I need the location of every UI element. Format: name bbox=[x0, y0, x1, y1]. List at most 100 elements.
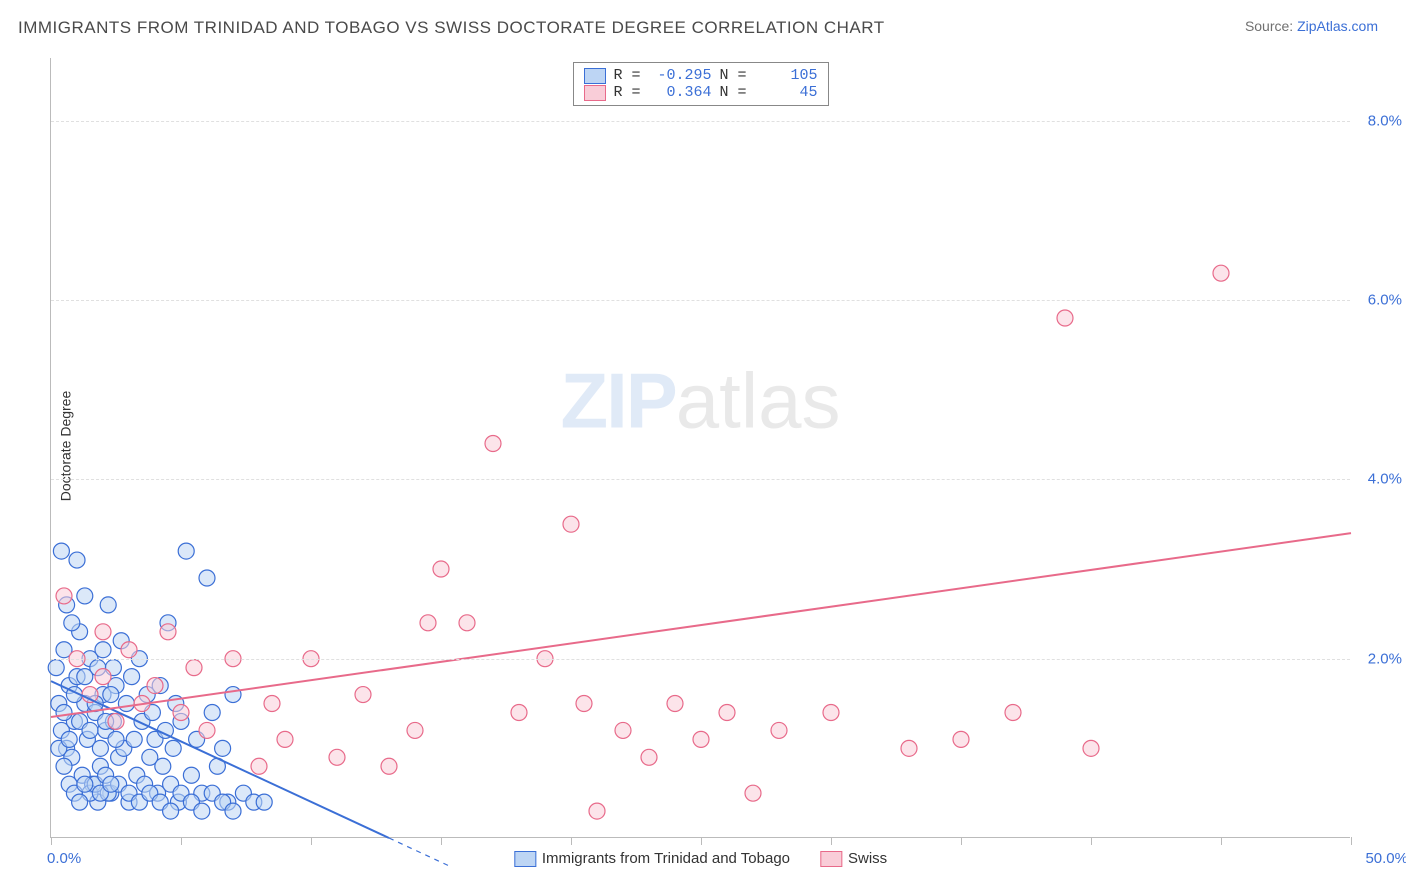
data-point bbox=[92, 740, 108, 756]
legend-r-value-trinidad: -0.295 bbox=[652, 67, 712, 84]
data-point bbox=[901, 740, 917, 756]
correlation-legend: R = -0.295 N = 105 R = 0.364 N = 45 bbox=[573, 62, 829, 106]
data-point bbox=[56, 588, 72, 604]
data-point bbox=[77, 776, 93, 792]
y-tick-label: 8.0% bbox=[1368, 112, 1402, 129]
data-point bbox=[199, 722, 215, 738]
data-point bbox=[329, 749, 345, 765]
data-point bbox=[215, 740, 231, 756]
data-point bbox=[264, 696, 280, 712]
legend-r-label: R = bbox=[614, 84, 644, 101]
data-point bbox=[183, 767, 199, 783]
data-point bbox=[173, 704, 189, 720]
legend-item-swiss: Swiss bbox=[820, 850, 887, 867]
chart-plot-area: ZIPatlas R = -0.295 N = 105 R = 0.364 N … bbox=[50, 58, 1350, 838]
x-axis-min-label: 0.0% bbox=[47, 850, 81, 867]
data-point bbox=[147, 678, 163, 694]
trend-line bbox=[51, 533, 1351, 717]
legend-label-swiss: Swiss bbox=[848, 850, 887, 867]
data-point bbox=[225, 687, 241, 703]
data-point bbox=[204, 704, 220, 720]
data-point bbox=[121, 642, 137, 658]
data-point bbox=[1057, 310, 1073, 326]
data-point bbox=[381, 758, 397, 774]
data-point bbox=[163, 803, 179, 819]
data-point bbox=[256, 794, 272, 810]
data-point bbox=[160, 624, 176, 640]
data-point bbox=[693, 731, 709, 747]
data-point bbox=[95, 642, 111, 658]
data-point bbox=[77, 588, 93, 604]
legend-n-label: N = bbox=[720, 84, 750, 101]
data-point bbox=[103, 687, 119, 703]
data-point bbox=[199, 570, 215, 586]
legend-label-trinidad: Immigrants from Trinidad and Tobago bbox=[542, 850, 790, 867]
data-point bbox=[667, 696, 683, 712]
data-point bbox=[433, 561, 449, 577]
data-point bbox=[615, 722, 631, 738]
data-point bbox=[407, 722, 423, 738]
x-axis-max-label: 50.0% bbox=[1365, 850, 1406, 867]
data-point bbox=[64, 615, 80, 631]
data-point bbox=[48, 660, 64, 676]
data-point bbox=[77, 669, 93, 685]
data-point bbox=[108, 713, 124, 729]
data-point bbox=[53, 543, 69, 559]
legend-item-trinidad: Immigrants from Trinidad and Tobago bbox=[514, 850, 790, 867]
data-point bbox=[165, 740, 181, 756]
data-point bbox=[719, 704, 735, 720]
data-point bbox=[1213, 265, 1229, 281]
data-point bbox=[186, 660, 202, 676]
legend-r-value-swiss: 0.364 bbox=[652, 84, 712, 101]
data-point bbox=[126, 731, 142, 747]
data-point bbox=[100, 597, 116, 613]
legend-row-swiss: R = 0.364 N = 45 bbox=[584, 84, 818, 101]
legend-swatch-swiss bbox=[584, 85, 606, 101]
data-point bbox=[1005, 704, 1021, 720]
data-point bbox=[589, 803, 605, 819]
chart-title: IMMIGRANTS FROM TRINIDAD AND TOBAGO VS S… bbox=[18, 18, 885, 38]
data-point bbox=[155, 758, 171, 774]
legend-swatch-swiss bbox=[820, 851, 842, 867]
legend-n-value-trinidad: 105 bbox=[758, 67, 818, 84]
series-legend: Immigrants from Trinidad and Tobago Swis… bbox=[514, 850, 887, 867]
data-point bbox=[745, 785, 761, 801]
data-point bbox=[95, 624, 111, 640]
source-link[interactable]: ZipAtlas.com bbox=[1297, 18, 1378, 34]
legend-n-label: N = bbox=[720, 67, 750, 84]
data-point bbox=[459, 615, 475, 631]
data-point bbox=[355, 687, 371, 703]
data-point bbox=[771, 722, 787, 738]
data-point bbox=[511, 704, 527, 720]
y-tick-label: 2.0% bbox=[1368, 650, 1402, 667]
data-point bbox=[641, 749, 657, 765]
legend-row-trinidad: R = -0.295 N = 105 bbox=[584, 67, 818, 84]
data-point bbox=[95, 669, 111, 685]
data-point bbox=[953, 731, 969, 747]
data-point bbox=[108, 731, 124, 747]
data-point bbox=[225, 803, 241, 819]
data-point bbox=[118, 696, 134, 712]
source-prefix: Source: bbox=[1245, 18, 1297, 34]
data-point bbox=[69, 552, 85, 568]
data-point bbox=[61, 731, 77, 747]
legend-r-label: R = bbox=[614, 67, 644, 84]
legend-swatch-trinidad bbox=[514, 851, 536, 867]
data-point bbox=[823, 704, 839, 720]
trend-line-extrapolation bbox=[389, 838, 449, 866]
data-point bbox=[82, 722, 98, 738]
data-point bbox=[563, 516, 579, 532]
legend-n-value-swiss: 45 bbox=[758, 84, 818, 101]
data-point bbox=[194, 803, 210, 819]
y-tick-label: 6.0% bbox=[1368, 292, 1402, 309]
source-attribution: Source: ZipAtlas.com bbox=[1245, 18, 1378, 34]
data-point bbox=[1083, 740, 1099, 756]
data-point bbox=[56, 704, 72, 720]
data-point bbox=[103, 776, 119, 792]
legend-swatch-trinidad bbox=[584, 68, 606, 84]
scatter-plot-svg bbox=[51, 58, 1350, 837]
data-point bbox=[72, 794, 88, 810]
data-point bbox=[420, 615, 436, 631]
y-tick-label: 4.0% bbox=[1368, 471, 1402, 488]
data-point bbox=[178, 543, 194, 559]
